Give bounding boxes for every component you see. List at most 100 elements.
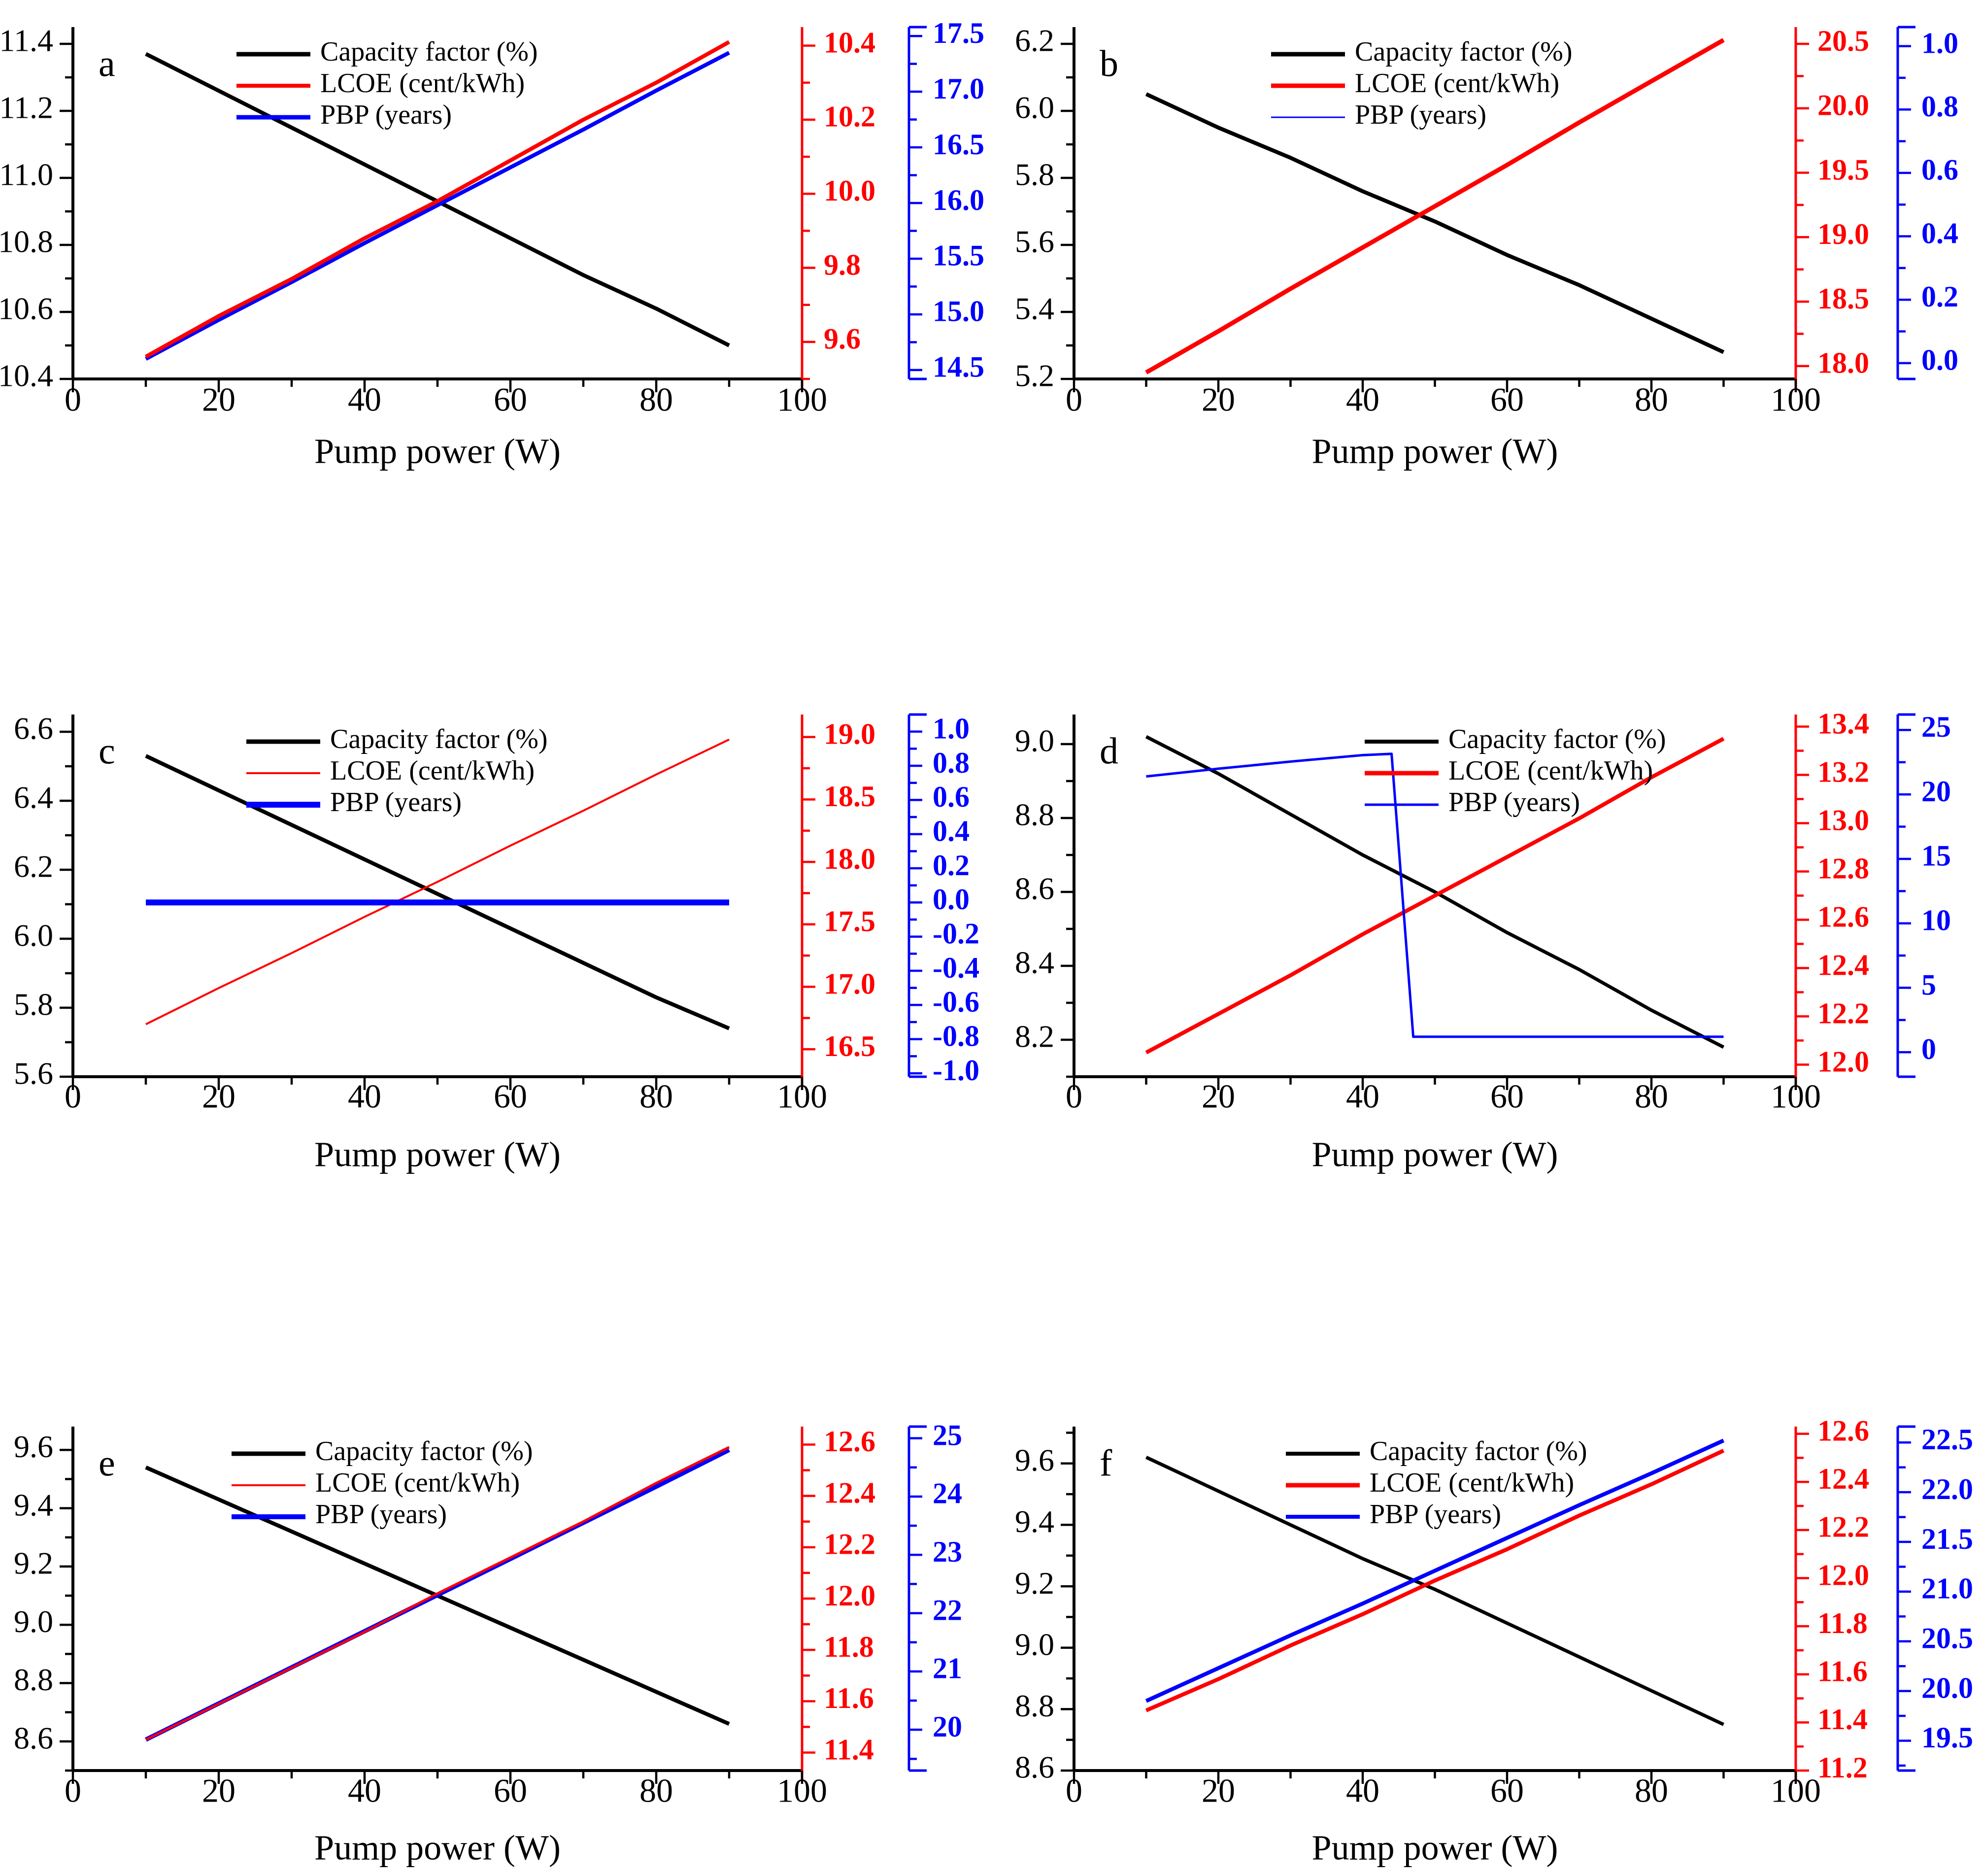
panel-f-legend: Capacity factor (%)LCOE (cent/kWh)PBP (y…: [1286, 1436, 1587, 1530]
legend-label-capacity: Capacity factor (%): [320, 36, 538, 67]
blue-tick-label: 0.6: [1921, 154, 1958, 186]
left-tick-label: 9.6: [14, 1429, 53, 1464]
panel-b-lcoe-line: [1145, 38, 1725, 375]
left-tick-label: 8.6: [1015, 871, 1054, 906]
blue-tick-label: 0.8: [1921, 90, 1958, 123]
blue-tick-label: -1.0: [933, 1054, 979, 1087]
panel-e: 0 20 40 60 80 100 Pump power (W) 8.6 8.8 9.0 9.2 9.…: [14, 1419, 962, 1867]
x-tick-label: 40: [348, 1772, 381, 1809]
red-tick-label: 10.0: [824, 174, 875, 207]
left-tick-label: 9.0: [14, 1604, 53, 1639]
red-tick-label: 19.0: [1817, 218, 1869, 250]
blue-tick-label: 19.5: [1921, 1721, 1973, 1754]
blue-tick-label: 5: [1921, 968, 1936, 1001]
blue-tick-label: 15: [1921, 840, 1951, 872]
x-tick-label: 0: [1066, 381, 1082, 418]
red-tick-label: 11.6: [824, 1682, 874, 1714]
x-axis-title: Pump power (W): [314, 1135, 561, 1174]
legend-label-lcoe: LCOE (cent/kWh): [315, 1467, 520, 1498]
x-tick-label: 100: [777, 1772, 827, 1809]
red-tick-label: 12.0: [1817, 1045, 1869, 1078]
x-tick-label: 100: [777, 381, 827, 418]
legend-label-pbp: PBP (years): [1448, 787, 1580, 818]
x-tick-label: 40: [348, 381, 381, 418]
left-tick-label: 9.0: [1015, 723, 1054, 758]
panel-b-legend: Capacity factor (%)LCOE (cent/kWh)PBP (y…: [1271, 36, 1573, 130]
x-tick-label: 40: [1346, 381, 1379, 418]
left-tick-label: 10.6: [0, 291, 53, 326]
blue-tick-label: 0.4: [933, 815, 970, 847]
left-tick-label: 6.2: [14, 849, 53, 884]
left-tick-label: 8.2: [1015, 1019, 1054, 1054]
red-tick-label: 12.0: [824, 1579, 875, 1612]
red-tick-label: 11.4: [824, 1733, 874, 1766]
left-tick-label: 5.8: [1015, 157, 1054, 192]
x-tick-label: 20: [202, 1772, 235, 1809]
blue-tick-label: 14.5: [933, 351, 984, 383]
x-tick-label: 80: [639, 1772, 673, 1809]
legend-label-capacity: Capacity factor (%): [315, 1436, 533, 1467]
x-tick-label: 20: [1202, 1772, 1235, 1809]
red-tick-label: 12.2: [1817, 1511, 1869, 1543]
red-tick-label: 13.0: [1817, 804, 1869, 836]
panel-c: 0 20 40 60 80 100 Pump power (W) 5.6 5.8 6.0 6.2 6.…: [14, 711, 979, 1174]
red-tick-label: 20.0: [1817, 89, 1869, 122]
blue-tick-label: 1.0: [933, 712, 970, 745]
x-tick-label: 60: [1490, 1078, 1524, 1115]
red-tick-label: 17.5: [824, 905, 875, 938]
legend-label-capacity: Capacity factor (%): [1355, 36, 1573, 67]
red-tick-label: 9.8: [824, 248, 861, 281]
x-tick-label: 60: [494, 381, 527, 418]
x-tick-label: 80: [1635, 1772, 1668, 1809]
left-tick-label: 6.2: [1015, 23, 1054, 58]
red-tick-label: 13.4: [1817, 707, 1869, 740]
x-tick-label: 80: [639, 1078, 673, 1115]
blue-tick-label: 20: [933, 1710, 962, 1743]
blue-tick-label: 21.5: [1921, 1523, 1973, 1555]
x-tick-label: 20: [1202, 381, 1235, 418]
x-tick-label: 60: [1490, 1772, 1524, 1809]
blue-tick-label: 24: [933, 1477, 962, 1510]
blue-tick-label: 25: [1921, 711, 1951, 743]
left-tick-label: 9.2: [14, 1546, 53, 1581]
legend-label-capacity: Capacity factor (%): [1370, 1436, 1587, 1467]
panel-f-capacity-line: [1145, 1456, 1724, 1726]
left-tick-label: 5.6: [14, 1056, 53, 1091]
left-tick-label: 8.8: [1015, 797, 1054, 832]
legend-label-pbp: PBP (years): [320, 100, 452, 130]
x-tick-label: 80: [1635, 381, 1668, 418]
panel-f: 0 20 40 60 80 100 Pump power (W) 8.6 8.8 9.0 9.2 9.…: [1015, 1414, 1973, 1867]
panel-a-legend: Capacity factor (%)LCOE (cent/kWh)PBP (y…: [236, 36, 538, 130]
blue-tick-label: 22.0: [1921, 1473, 1973, 1505]
left-tick-label: 8.6: [1015, 1750, 1054, 1785]
left-tick-label: 9.6: [1015, 1442, 1054, 1477]
blue-tick-label: 15.0: [933, 295, 984, 328]
legend-label-lcoe: LCOE (cent/kWh): [320, 68, 525, 99]
blue-tick-label: 20: [1921, 775, 1951, 808]
panel-letter-d: d: [1100, 730, 1118, 772]
x-tick-label: 40: [348, 1078, 381, 1115]
left-tick-label: 6.4: [14, 780, 53, 815]
panel-f-pbp-line: [1145, 1438, 1725, 1703]
blue-tick-label: 25: [933, 1419, 962, 1451]
left-tick-label: 10.4: [0, 358, 53, 393]
red-tick-label: 11.8: [824, 1631, 874, 1663]
red-tick-label: 11.8: [1817, 1607, 1868, 1639]
x-tick-label: 40: [1346, 1078, 1379, 1115]
red-tick-label: 18.5: [824, 780, 875, 813]
x-tick-label: 100: [1771, 1078, 1821, 1115]
red-tick-label: 11.6: [1817, 1655, 1868, 1688]
blue-tick-label: 15.5: [933, 239, 984, 272]
blue-tick-label: 0.2: [1921, 280, 1958, 313]
blue-tick-label: -0.4: [933, 952, 979, 984]
red-tick-label: 12.6: [1817, 900, 1869, 933]
legend-label-pbp: PBP (years): [1355, 100, 1486, 130]
left-tick-label: 11.2: [0, 90, 53, 125]
legend-label-capacity: Capacity factor (%): [1448, 724, 1666, 754]
x-tick-label: 80: [639, 381, 673, 418]
blue-tick-label: 23: [933, 1535, 962, 1568]
left-tick-label: 9.2: [1015, 1566, 1054, 1601]
blue-tick-label: 22: [933, 1594, 962, 1626]
legend-label-pbp: PBP (years): [1370, 1499, 1501, 1530]
